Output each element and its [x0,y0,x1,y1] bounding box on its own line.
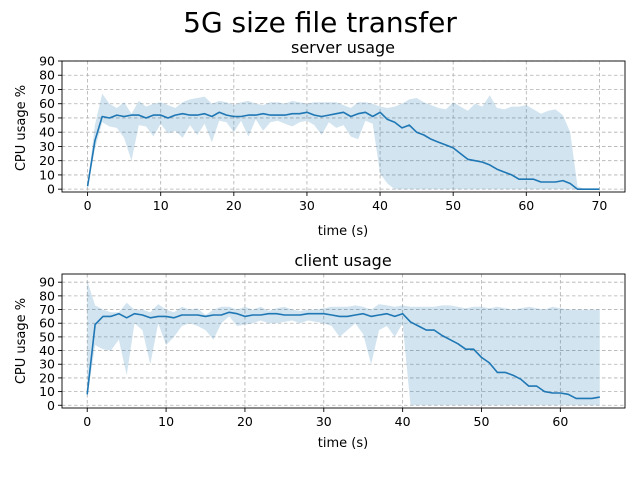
server-y-tick-label: 40 [39,125,55,140]
client-x-tick-label: 0 [83,414,91,429]
server-x-tick-label: 60 [518,198,534,213]
server-y-tick-label: 70 [39,82,55,97]
server-usage-title: server usage [291,38,395,57]
client-y-tick-label: 50 [39,329,55,344]
client-y-tick-label: 80 [39,288,55,303]
client-mean-usage-line [86,311,600,400]
client-y-tick-label: 60 [39,316,55,331]
client-gridlines [62,274,625,408]
server-y-tick-label: 0 [47,182,55,197]
server-y-tick-label: 90 [39,54,55,69]
server-y-tick-label: 30 [39,139,55,154]
server-y-axis-label: CPU usage % [14,85,29,171]
server-usage-panel: server usage 0 10 20 30 40 50 60 70010203040506… [14,38,626,239]
server-mean-usage-line [86,111,600,190]
server-y-tick-label: 60 [39,96,55,111]
server-x-tick-label: 40 [372,198,388,213]
server-usage-range-band [87,93,600,190]
server-plot-area [86,93,600,190]
client-y-tick-label: 10 [39,384,55,399]
server-x-tick-label: 20 [226,198,242,213]
client-axes-frame [61,273,626,409]
client-y-tick-label: 0 [47,398,55,413]
client-y-tick-label: 70 [39,302,55,317]
server-x-tick-label: 50 [445,198,461,213]
server-x-tick-label: 0 [84,198,92,213]
client-usage-panel: client usage 0 10 20 30 40 50 6001020304050607… [14,251,626,451]
client-y-axis-label: CPU usage % [14,298,29,384]
server-x-tick-label: 30 [299,198,315,213]
server-x-tick-label: 70 [591,198,607,213]
server-x-tick-label: 10 [153,198,169,213]
client-y-tick-label: 40 [39,343,55,358]
client-x-tick-label: 10 [158,414,174,429]
server-x-axis-label: time (s) [318,224,368,239]
server-y-tick-label: 80 [39,68,55,83]
client-y-tick-label: 90 [39,275,55,290]
server-axes-frame [61,60,626,193]
client-usage-title: client usage [294,251,391,270]
client-x-tick-label: 40 [395,414,411,429]
client-x-axis-label: time (s) [318,436,368,451]
figure-title: 5G size file transfer [183,6,457,39]
client-x-tick-label: 20 [237,414,253,429]
server-y-tick-label: 20 [39,153,55,168]
client-y-tick-label: 30 [39,357,55,372]
server-y-tick-label: 10 [39,167,55,182]
server-y-tick-label: 50 [39,110,55,125]
client-x-tick-label: 50 [474,414,490,429]
client-plot-area [86,280,600,406]
client-x-tick-label: 60 [552,414,568,429]
client-usage-range-band [87,280,600,406]
client-x-tick-label: 30 [316,414,332,429]
client-y-tick-label: 20 [39,370,55,385]
